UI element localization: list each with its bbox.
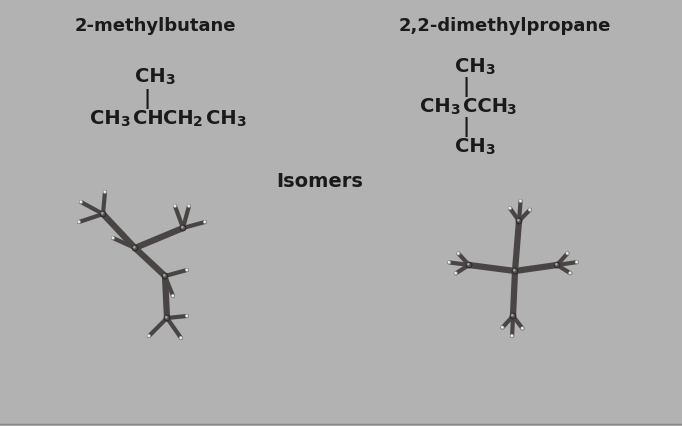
Text: CH: CH xyxy=(455,137,486,155)
Circle shape xyxy=(555,264,557,265)
Text: 3: 3 xyxy=(120,115,130,129)
Circle shape xyxy=(511,334,514,338)
Circle shape xyxy=(80,201,81,203)
Text: CH: CH xyxy=(133,109,164,128)
Circle shape xyxy=(133,247,135,248)
Text: CH: CH xyxy=(90,109,121,128)
Circle shape xyxy=(112,237,113,239)
Circle shape xyxy=(188,205,190,208)
Circle shape xyxy=(501,326,504,329)
Circle shape xyxy=(163,275,165,276)
Circle shape xyxy=(501,327,503,328)
Circle shape xyxy=(510,314,516,319)
Circle shape xyxy=(111,237,115,240)
Circle shape xyxy=(521,327,524,330)
Circle shape xyxy=(575,261,578,264)
Circle shape xyxy=(529,209,531,212)
Circle shape xyxy=(508,207,512,210)
Circle shape xyxy=(576,262,577,263)
Circle shape xyxy=(77,221,80,224)
Circle shape xyxy=(100,212,106,217)
Circle shape xyxy=(180,337,181,338)
Circle shape xyxy=(566,252,569,256)
Text: 2: 2 xyxy=(193,115,203,129)
Circle shape xyxy=(455,273,456,274)
Circle shape xyxy=(172,295,173,296)
Circle shape xyxy=(467,264,469,265)
Text: |: | xyxy=(463,117,470,137)
Circle shape xyxy=(180,226,186,231)
Text: 3: 3 xyxy=(485,143,494,157)
Circle shape xyxy=(204,222,205,223)
Circle shape xyxy=(447,261,451,265)
Circle shape xyxy=(132,246,138,251)
Text: CH: CH xyxy=(206,109,237,128)
Circle shape xyxy=(554,262,560,268)
Text: Isomers: Isomers xyxy=(277,172,364,190)
Circle shape xyxy=(519,200,522,203)
Circle shape xyxy=(514,270,515,271)
Text: |: | xyxy=(144,89,151,109)
Text: 3: 3 xyxy=(236,115,246,129)
Circle shape xyxy=(511,335,512,336)
Circle shape xyxy=(147,334,151,338)
Circle shape xyxy=(186,315,189,318)
Circle shape xyxy=(148,335,149,336)
Circle shape xyxy=(457,252,460,256)
Text: 3: 3 xyxy=(506,103,516,117)
Circle shape xyxy=(516,219,522,224)
Circle shape xyxy=(512,314,513,316)
Text: CH: CH xyxy=(455,57,486,76)
Text: 2-methylbutane: 2-methylbutane xyxy=(74,17,236,35)
Circle shape xyxy=(78,222,79,223)
Circle shape xyxy=(174,205,175,207)
Circle shape xyxy=(203,221,207,224)
Circle shape xyxy=(454,272,458,275)
Circle shape xyxy=(512,268,518,274)
Circle shape xyxy=(181,227,183,228)
Circle shape xyxy=(165,317,167,318)
Circle shape xyxy=(518,220,519,222)
Circle shape xyxy=(448,262,449,263)
Text: 2,2-dimethylpropane: 2,2-dimethylpropane xyxy=(399,17,611,35)
Text: CH: CH xyxy=(420,97,451,116)
Circle shape xyxy=(186,269,189,272)
Circle shape xyxy=(104,192,105,193)
Circle shape xyxy=(529,209,530,210)
Text: 3: 3 xyxy=(165,73,175,87)
Text: CH: CH xyxy=(163,109,194,128)
Circle shape xyxy=(569,272,572,275)
Circle shape xyxy=(164,316,170,321)
Circle shape xyxy=(79,201,83,204)
Circle shape xyxy=(509,208,510,209)
Text: CH: CH xyxy=(135,67,166,86)
Text: CCH: CCH xyxy=(463,97,508,116)
Circle shape xyxy=(186,269,187,271)
Circle shape xyxy=(179,337,183,340)
Circle shape xyxy=(171,295,175,298)
Circle shape xyxy=(173,205,177,208)
Text: 3: 3 xyxy=(450,103,460,117)
Circle shape xyxy=(188,205,189,207)
Text: |: | xyxy=(463,77,470,97)
Text: 3: 3 xyxy=(485,63,494,77)
Circle shape xyxy=(162,273,168,279)
Circle shape xyxy=(466,262,472,268)
Circle shape xyxy=(104,191,106,194)
Circle shape xyxy=(186,315,187,317)
Circle shape xyxy=(102,213,103,215)
